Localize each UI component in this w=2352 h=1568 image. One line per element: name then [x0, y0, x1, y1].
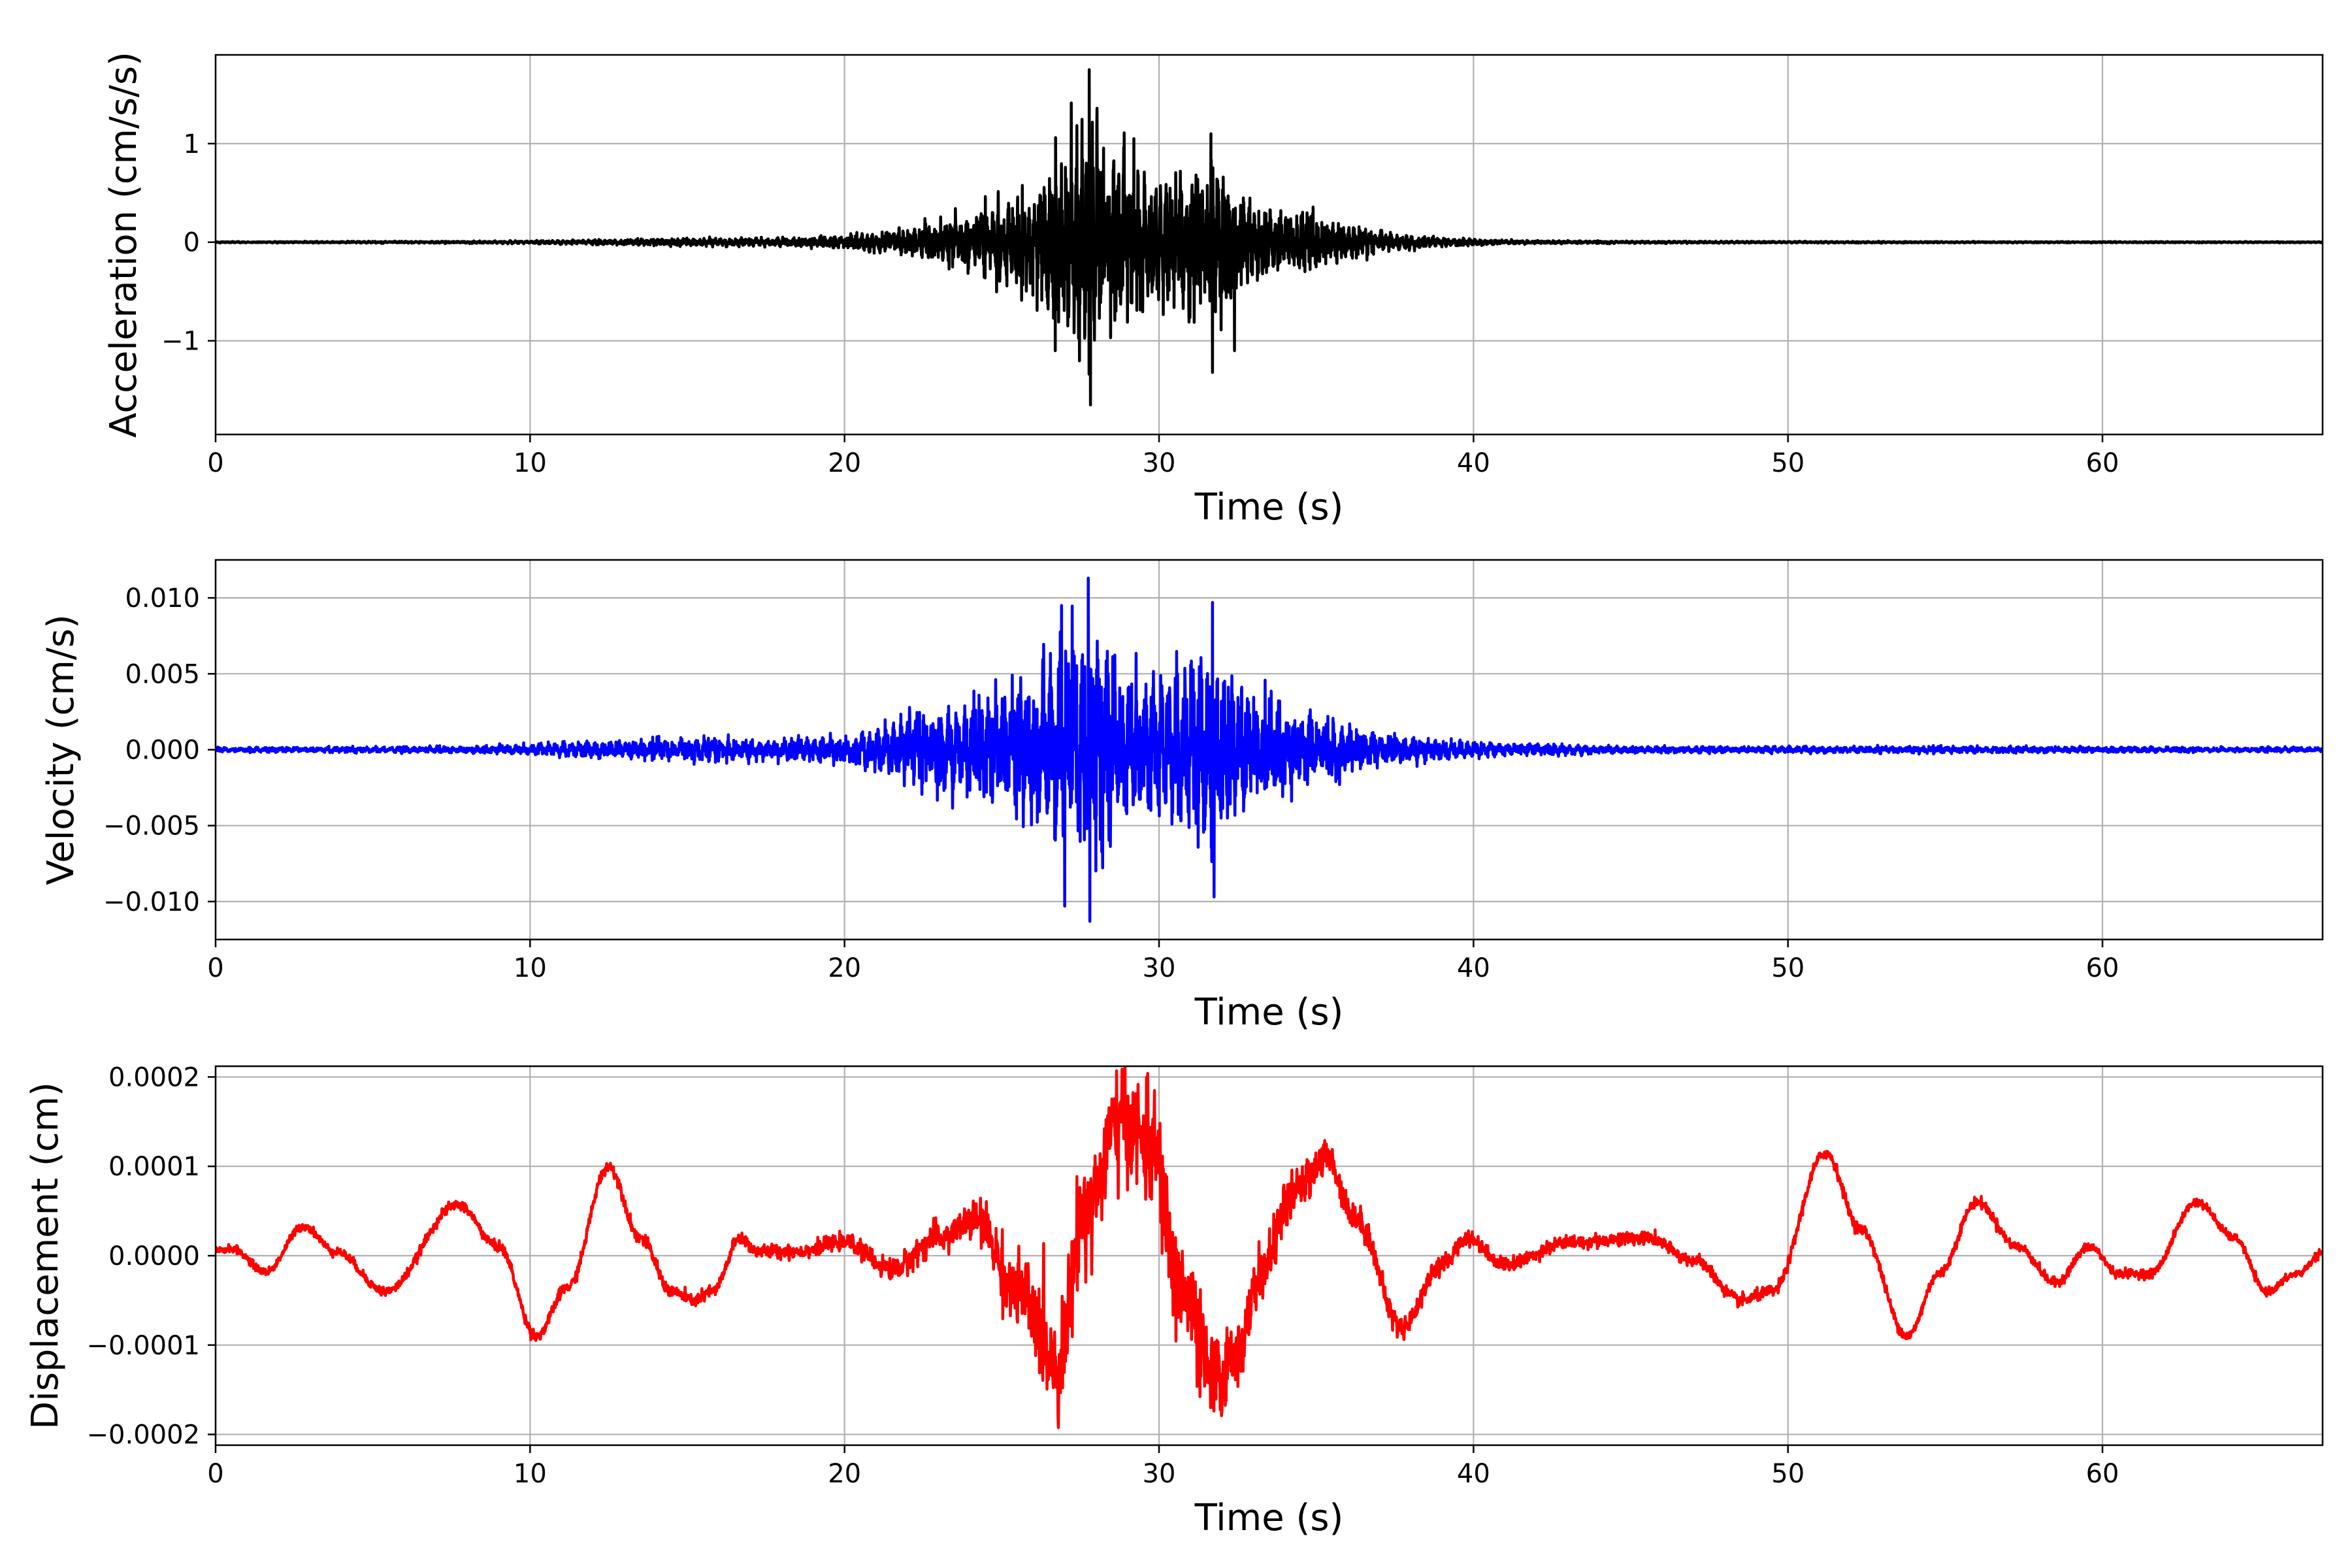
- y-tick-label: 0.0001: [108, 1152, 200, 1182]
- y-tick-label: 1: [184, 129, 200, 159]
- x-tick-label: 40: [1457, 448, 1490, 478]
- x-tick-label: 50: [1771, 1459, 1805, 1489]
- x-tick-label: 60: [2086, 448, 2119, 478]
- y-tick-label: 0.005: [125, 659, 200, 689]
- y-tick-label: 0.0000: [108, 1241, 200, 1271]
- y-tick-label: 0: [184, 228, 200, 258]
- x-tick-label: 10: [514, 953, 547, 983]
- y-tick-label: −1: [161, 327, 200, 357]
- x-tick-label: 40: [1457, 953, 1490, 983]
- axes-frame: [214, 54, 2324, 436]
- panel-1: 0 10 20 30 40 50 60 −1 0 1 Time (s) Acceleration (c…: [103, 52, 2324, 529]
- y-tick-label: −0.0001: [87, 1331, 200, 1361]
- x-tick-label: 30: [1143, 448, 1176, 478]
- x-tick-label: 0: [207, 953, 223, 983]
- x-tick-label: 20: [828, 448, 861, 478]
- x-tick-label: 0: [207, 448, 223, 478]
- x-tick-label: 20: [828, 953, 861, 983]
- x-tick-label: 30: [1143, 953, 1176, 983]
- x-tick-label: 0: [207, 1459, 223, 1489]
- x-tick-label: 10: [514, 1459, 547, 1489]
- y-tick-label: 0.000: [125, 736, 200, 766]
- y-tick-label: −0.0002: [87, 1420, 200, 1450]
- x-axis-label: Time (s): [1194, 1497, 1344, 1539]
- x-tick-label: 30: [1143, 1459, 1176, 1489]
- x-tick-label: 20: [828, 1459, 861, 1489]
- x-tick-label: 60: [2086, 953, 2119, 983]
- y-axis-label: Displacement (cm): [24, 1082, 67, 1429]
- y-axis-label: Acceleration (cm/s/s): [103, 52, 145, 438]
- x-tick-label: 10: [514, 448, 547, 478]
- x-axis-label: Time (s): [1194, 991, 1344, 1034]
- x-tick-label: 50: [1771, 953, 1805, 983]
- y-tick-label: 0.0002: [108, 1062, 200, 1092]
- x-axis-label: Time (s): [1194, 486, 1344, 529]
- x-tick-label: 40: [1457, 1459, 1490, 1489]
- panel-2: 0 10 20 30 40 50 60 −0.010 −0.005 0.000 0.005 0.010…: [40, 559, 2324, 1034]
- x-tick-label: 50: [1771, 448, 1805, 478]
- y-tick-label: −0.005: [103, 811, 200, 841]
- y-tick-label: −0.010: [103, 887, 200, 917]
- y-axis-label: Velocity (cm/s): [40, 614, 82, 885]
- series-line-3: [216, 1066, 2323, 1429]
- series-line-2: [216, 576, 2323, 923]
- x-tick-label: 60: [2086, 1459, 2119, 1489]
- series-line-1: [216, 68, 2323, 406]
- panel-3: 0 10 20 30 40 50 60 −0.0002 −0.0001 0.0000 0.0001 0…: [24, 1062, 2324, 1539]
- y-tick-label: 0.010: [125, 583, 200, 613]
